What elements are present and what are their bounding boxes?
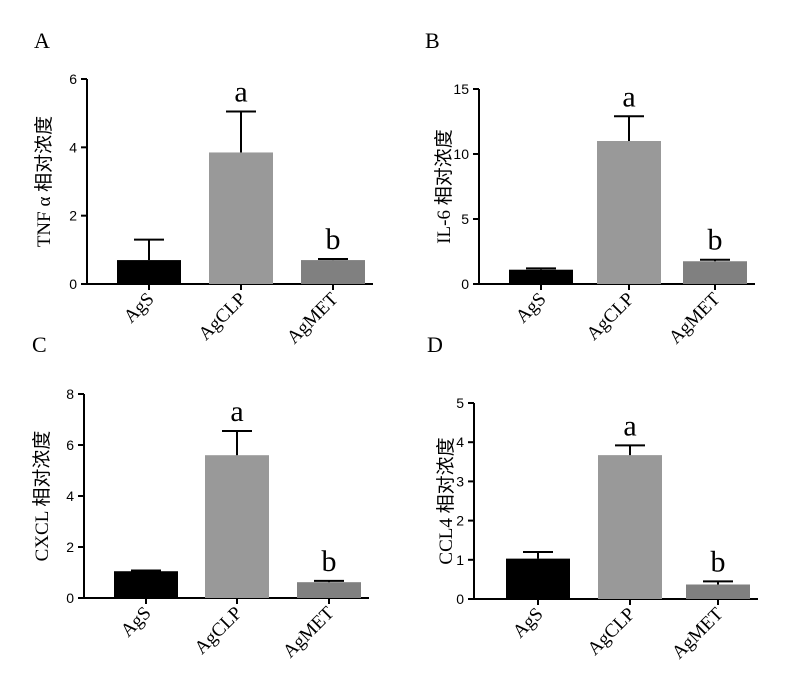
error-bar-ags [523, 550, 553, 559]
significance-label: a [230, 395, 243, 428]
panel-letter: C [32, 332, 47, 357]
error-bar-agmet [700, 258, 730, 262]
panel-letter: D [427, 332, 443, 357]
category-label: AgMET [665, 288, 725, 348]
error-bar-agclp [615, 444, 645, 456]
bar-ags [117, 260, 181, 284]
error-bar-ags [526, 267, 556, 270]
y-tick-label: 0 [69, 276, 77, 292]
y-tick-label: 8 [66, 386, 74, 402]
y-axis-label: CXCL 相对浓度 [31, 431, 53, 562]
panel-b: B 0 5 10 15 IL-6 相对浓度 AgS a AgCLP b AgMET [425, 28, 755, 348]
category-label: AgMET [668, 603, 728, 663]
significance-label: b [326, 223, 341, 256]
category-label: AgCLP [191, 603, 247, 659]
y-tick-label: 5 [461, 211, 469, 227]
bar-ags [506, 558, 570, 599]
significance-label: a [623, 409, 636, 442]
category-label: AgS [117, 603, 156, 642]
category-label: AgS [509, 604, 548, 643]
bar-agclp [597, 141, 661, 284]
significance-label: a [622, 80, 635, 113]
y-tick-label: 0 [66, 590, 74, 606]
y-tick-label: 10 [453, 146, 469, 162]
category-label: AgCLP [195, 289, 251, 345]
bar-agmet [297, 582, 361, 598]
significance-label: a [234, 75, 247, 108]
bar-agmet [683, 261, 747, 284]
panel-d: D 0 1 2 3 4 5 CCL4 相对浓度 AgS a AgCLP b AgMET [427, 332, 758, 663]
bar-agmet [301, 260, 365, 284]
y-tick-label: 4 [456, 434, 464, 450]
category-label: AgS [120, 289, 159, 328]
panel-a: A 0 2 4 6 TNF α 相对浓度 AgS a AgCLP b AgMET [33, 28, 373, 348]
y-tick-label: 0 [456, 591, 464, 607]
panel-letter: A [34, 28, 50, 53]
error-bar-agmet [703, 580, 733, 585]
y-tick-label: 2 [69, 208, 77, 224]
y-tick-label: 6 [66, 437, 74, 453]
panel-c: C 0 2 4 6 8 CXCL 相对浓度 AgS a AgCLP b AgMET [31, 332, 369, 662]
error-bar-ags [131, 569, 161, 572]
category-label: AgMET [283, 288, 343, 348]
y-tick-label: 0 [461, 276, 469, 292]
y-axis-label: CCL4 相对浓度 [435, 437, 457, 564]
y-tick-label: 15 [453, 81, 469, 97]
y-tick-label: 5 [456, 395, 464, 411]
bar-ags [509, 269, 573, 284]
error-bar-ags [134, 238, 164, 261]
y-tick-label: 4 [66, 488, 74, 504]
category-label: AgCLP [583, 289, 639, 345]
y-tick-label: 1 [456, 552, 464, 568]
error-bar-agclp [222, 429, 252, 456]
error-bar-agmet [318, 258, 348, 261]
y-axis-label: TNF α 相对浓度 [33, 116, 55, 247]
y-tick-label: 2 [456, 513, 464, 529]
panel-letter: B [425, 28, 440, 53]
significance-label: b [322, 545, 337, 578]
bar-agclp [209, 152, 273, 284]
bar-agclp [205, 455, 269, 598]
y-axis-label: IL-6 相对浓度 [433, 129, 455, 244]
significance-label: b [711, 545, 726, 578]
y-tick-label: 4 [69, 139, 77, 155]
category-label: AgCLP [584, 604, 640, 660]
error-bar-agmet [314, 579, 344, 583]
bar-agmet [686, 584, 750, 599]
error-bar-agclp [226, 110, 256, 153]
y-tick-label: 3 [456, 473, 464, 489]
error-bar-agclp [614, 115, 644, 141]
category-label: AgMET [279, 602, 339, 662]
category-label: AgS [512, 289, 551, 328]
significance-label: b [708, 224, 723, 257]
bar-ags [114, 571, 178, 598]
y-tick-label: 2 [66, 539, 74, 555]
bar-agclp [598, 455, 662, 599]
y-tick-label: 6 [69, 71, 77, 87]
